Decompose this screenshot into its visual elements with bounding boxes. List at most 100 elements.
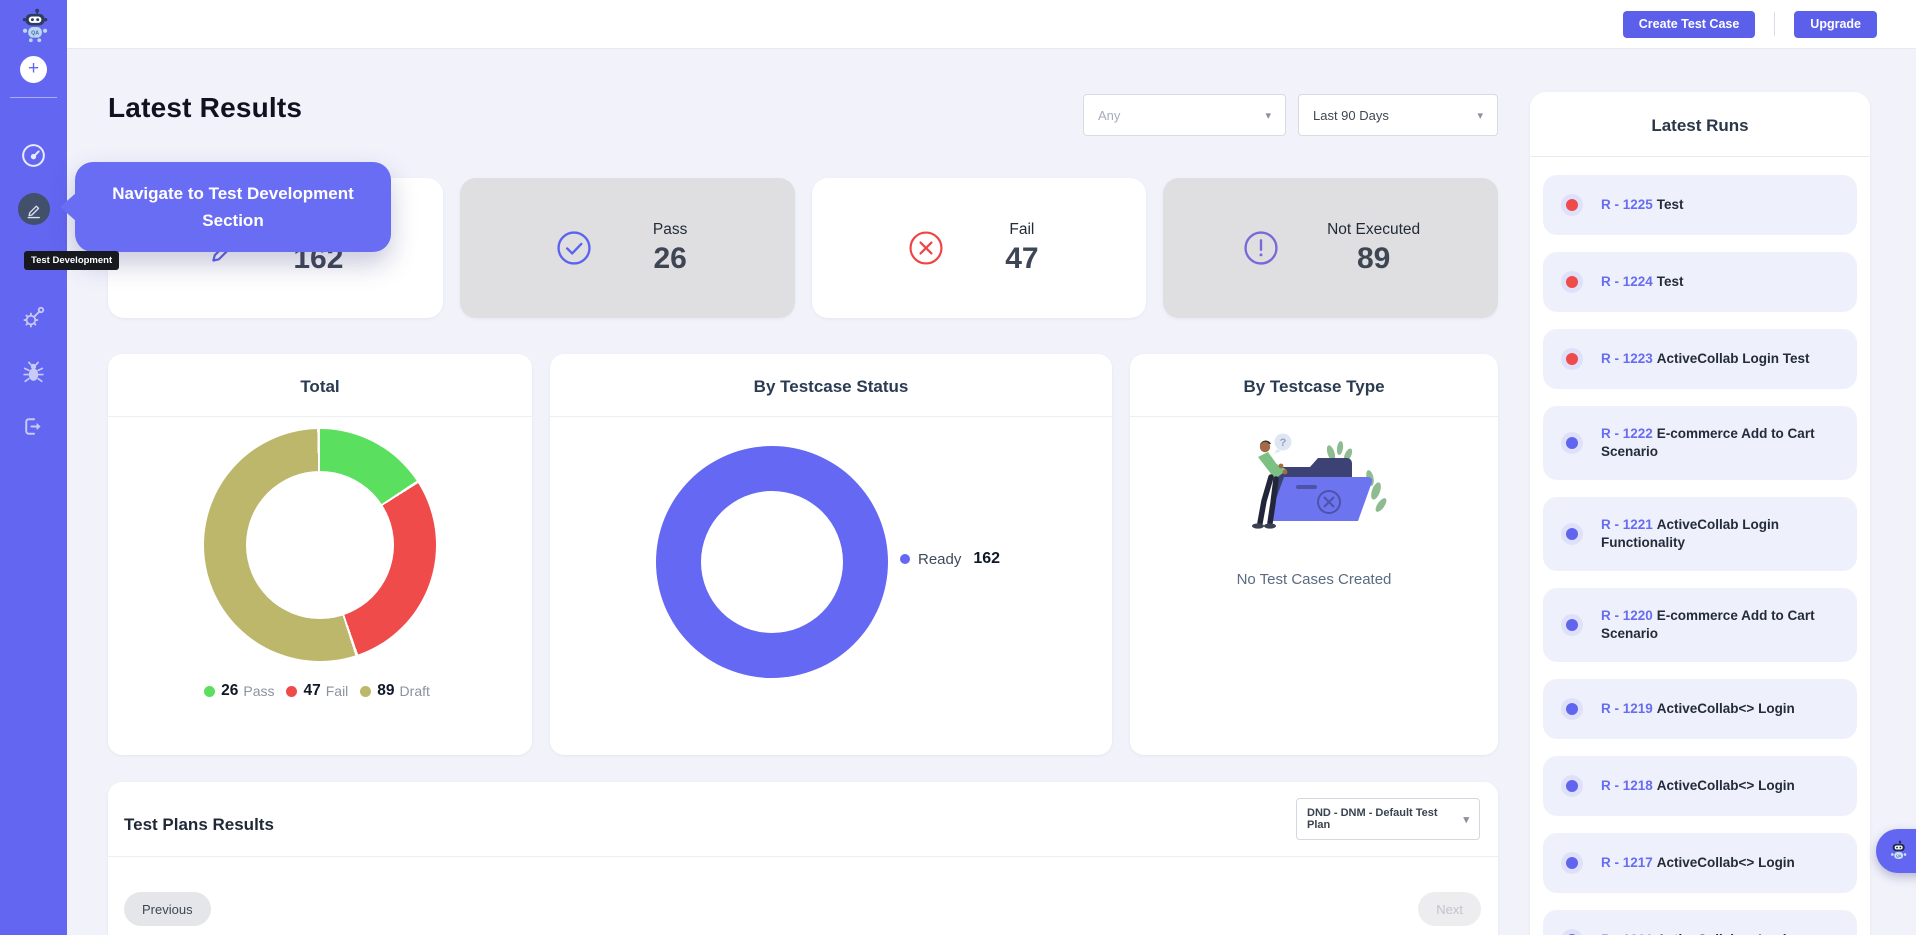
test-plan-select[interactable]: DND - DNM - Default Test Plan ▾ <box>1296 798 1480 840</box>
run-list-item[interactable]: R - 1219 ActiveCollab<> Login <box>1543 679 1857 739</box>
filter-type-value: Any <box>1098 107 1121 123</box>
card-divider <box>550 416 1112 417</box>
run-text: R - 1217 ActiveCollab<> Login <box>1601 854 1795 872</box>
sidebar-item-test-configuration[interactable] <box>0 304 67 332</box>
run-list-item[interactable]: R - 1224 Test <box>1543 252 1857 312</box>
run-list-item[interactable]: R - 1222 E-commerce Add to Cart Scenario <box>1543 406 1857 480</box>
stat-card-not-executed[interactable]: Not Executed 89 <box>1163 178 1498 318</box>
run-id: R - 1221 <box>1601 517 1653 532</box>
run-list-item[interactable]: R - 1216 ActiveCollab<> Login <box>1543 910 1857 935</box>
run-status-dot <box>1566 276 1578 288</box>
filter-type-select[interactable]: Any ▾ <box>1083 94 1286 136</box>
sidebar: QA + <box>0 0 67 935</box>
run-list-item[interactable]: R - 1220 E-commerce Add to Cart Scenario <box>1543 588 1857 662</box>
test-plan-select-value: DND - DNM - Default Test Plan <box>1307 807 1438 831</box>
sidebar-item-test-development[interactable] <box>0 193 67 225</box>
run-id: R - 1216 <box>1601 932 1653 935</box>
latest-runs-title: Latest Runs <box>1651 116 1749 135</box>
stat-value: 89 <box>1356 241 1391 275</box>
run-status-dot <box>1566 353 1578 365</box>
legend-value: 47 <box>303 682 321 699</box>
run-text: R - 1224 Test <box>1601 273 1684 291</box>
legend-label: Draft <box>399 683 430 699</box>
run-name: E-commerce Add to Cart Scenario <box>1601 426 1815 459</box>
sidebar-divider <box>10 97 57 98</box>
run-text: R - 1225 Test <box>1601 196 1684 214</box>
panel-divider <box>1530 156 1870 157</box>
add-new-button[interactable]: + <box>0 56 67 83</box>
speedometer-icon <box>22 143 45 167</box>
sidebar-item-dashboard[interactable] <box>0 141 67 169</box>
create-test-case-button[interactable]: Create Test Case <box>1622 10 1756 38</box>
run-list-item[interactable]: R - 1217 ActiveCollab<> Login <box>1543 833 1857 893</box>
run-id: R - 1225 <box>1601 197 1653 212</box>
page-title: Latest Results <box>108 92 303 123</box>
chevron-down-icon: ▾ <box>1463 813 1469 826</box>
run-id: R - 1222 <box>1601 426 1653 441</box>
run-id: R - 1223 <box>1601 351 1653 366</box>
card-divider <box>108 856 1498 857</box>
active-item-highlight <box>17 193 50 225</box>
pencil-icon <box>27 205 40 218</box>
stat-card-pass[interactable]: Pass 26 <box>459 178 795 318</box>
stat-label: Pass <box>652 220 688 238</box>
run-id: R - 1224 <box>1601 274 1653 289</box>
run-id: R - 1218 <box>1601 778 1653 793</box>
filter-date-range-select[interactable]: Last 90 Days ▾ <box>1298 94 1498 136</box>
stat-card-fail[interactable]: Fail 47 <box>811 178 1147 318</box>
run-name: ActiveCollab Login Functionality <box>1601 517 1780 550</box>
run-status-halo <box>1561 929 1583 935</box>
robot-icon: QA <box>1891 840 1907 859</box>
qa-robot-logo[interactable]: QA <box>0 8 67 44</box>
run-list-item[interactable]: R - 1223 ActiveCollab Login Test <box>1543 329 1857 389</box>
total-donut-chart <box>204 429 436 661</box>
sidebar-item-defects[interactable] <box>0 358 67 386</box>
run-status-halo <box>1561 852 1583 874</box>
run-status-halo <box>1561 614 1583 636</box>
latest-runs-list: R - 1225 Test R - 1224 Test R - 1223 Active… <box>1530 157 1870 935</box>
run-list-item[interactable]: R - 1221 ActiveCollab Login Functionality <box>1543 497 1857 571</box>
navigation-tooltip-popup: Navigate to Test Development Section <box>60 162 391 252</box>
run-status-halo <box>1561 271 1583 293</box>
run-list-item[interactable]: R - 1225 Test <box>1543 175 1857 235</box>
chart-title: By Testcase Type <box>1243 377 1385 396</box>
stat-label: Fail <box>1009 220 1035 238</box>
check-circle-icon <box>557 231 591 265</box>
run-name: ActiveCollab<> Login <box>1656 778 1795 793</box>
bug-icon <box>23 360 44 382</box>
status-chart-legend: Ready 162 <box>900 550 1000 568</box>
donut-hole <box>246 471 394 619</box>
card-divider <box>1130 416 1498 417</box>
legend-dot <box>360 685 372 697</box>
run-status-dot <box>1566 619 1578 631</box>
run-list-item[interactable]: R - 1218 ActiveCollab<> Login <box>1543 756 1857 816</box>
svg-text:QA: QA <box>31 31 39 37</box>
previous-button[interactable]: Previous <box>124 892 211 926</box>
run-id: R - 1219 <box>1601 701 1653 716</box>
run-text: R - 1223 ActiveCollab Login Test <box>1601 350 1810 368</box>
run-status-halo <box>1561 523 1583 545</box>
run-text: R - 1216 ActiveCollab<> Login <box>1601 931 1795 935</box>
next-button[interactable]: Next <box>1418 892 1481 926</box>
stat-value: 47 <box>1005 241 1039 275</box>
run-id: R - 1217 <box>1601 855 1653 870</box>
gear-wrench-icon <box>23 306 45 327</box>
sidebar-item-logout[interactable] <box>0 412 67 440</box>
legend-dot <box>900 554 910 564</box>
empty-folder-illustration: ? <box>1252 433 1387 529</box>
testcase-status-chart-card: By Testcase Status Ready 162 <box>550 354 1112 755</box>
run-text: R - 1220 E-commerce Add to Cart Scenario <box>1601 607 1839 643</box>
legend-item: 26 Pass <box>204 682 280 700</box>
chevron-down-icon: ▾ <box>1477 109 1483 122</box>
run-status-dot <box>1566 528 1578 540</box>
run-text: R - 1221 ActiveCollab Login Functionality <box>1601 516 1839 552</box>
alert-circle-icon <box>1244 231 1278 265</box>
run-name: ActiveCollab Login Test <box>1656 351 1810 366</box>
robot-icon: QA <box>22 8 47 43</box>
run-status-halo <box>1561 194 1583 216</box>
legend-label: Pass <box>243 683 275 699</box>
chat-assistant-button[interactable]: QA <box>1876 829 1916 873</box>
run-status-dot <box>1566 857 1578 869</box>
run-status-halo <box>1561 432 1583 454</box>
upgrade-button[interactable]: Upgrade <box>1794 10 1877 38</box>
